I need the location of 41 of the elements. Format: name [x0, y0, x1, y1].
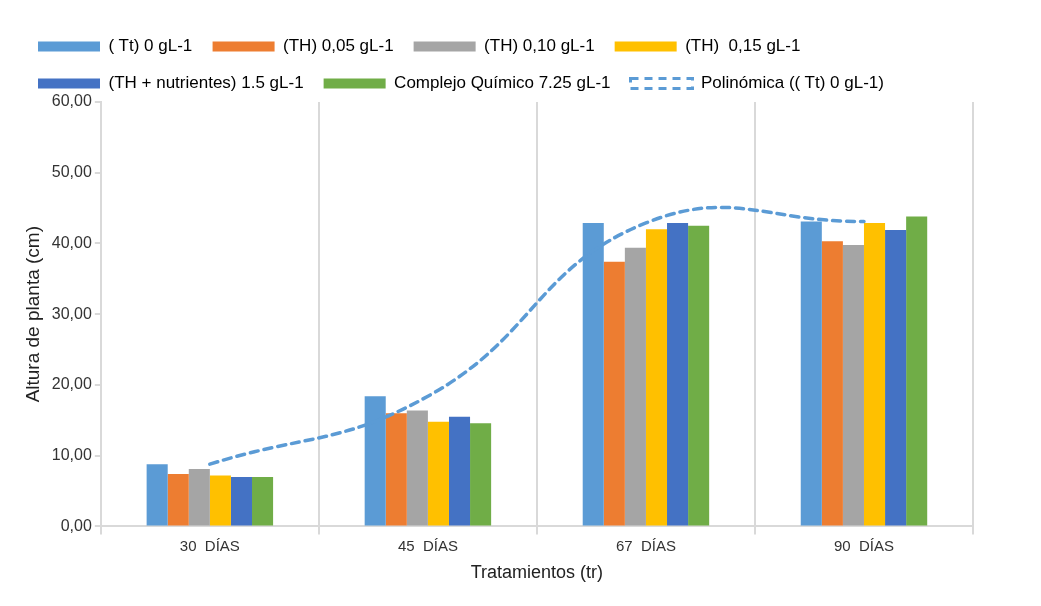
y-tick-label: 20,00	[51, 375, 92, 393]
bar	[842, 244, 864, 526]
bar	[448, 416, 471, 526]
bar	[146, 464, 168, 526]
legend-label: (TH + nutrientes) 1.5 gL-1	[108, 73, 304, 93]
y-tick-label: 40,00	[51, 233, 92, 251]
x-tick-label: 90 DÍAS	[833, 536, 894, 554]
y-tick-label: 30,00	[51, 304, 92, 322]
bar	[863, 222, 886, 526]
y-tick-label: 50,00	[51, 163, 92, 181]
bar	[252, 476, 274, 526]
bar	[821, 241, 843, 526]
y-tick-label: 60,00	[51, 92, 92, 110]
x-axis-title: Tratamientos (tr)	[470, 562, 604, 583]
y-axis-title: Altura de planta (cm)	[21, 226, 43, 403]
y-tick-label: 0,00	[60, 516, 92, 534]
bar	[209, 475, 231, 526]
legend-label: Polinómica (( Tt) 0 gL-1)	[701, 73, 884, 93]
bar	[167, 474, 189, 526]
legend-label: (TH) 0,15 gL-1	[685, 36, 801, 56]
bar	[603, 261, 625, 526]
bar	[470, 423, 492, 526]
bar	[427, 421, 449, 526]
bar	[406, 410, 428, 526]
x-tick-label: 30 DÍAS	[179, 536, 240, 554]
bar	[667, 222, 689, 526]
bar	[645, 229, 668, 526]
x-tick-label: 67 DÍAS	[615, 536, 676, 554]
bar	[906, 216, 928, 526]
legend-label: (TH) 0,05 gL-1	[283, 36, 394, 56]
legend-label: ( Tt) 0 gL-1	[108, 36, 193, 56]
bar	[624, 247, 646, 526]
legend-label: (TH) 0,10 gL-1	[484, 36, 595, 56]
legend-label: Complejo Químico 7.25 gL-1	[394, 73, 611, 93]
bar	[688, 225, 710, 526]
bar	[385, 413, 407, 526]
bar	[230, 476, 253, 526]
bar	[885, 230, 907, 526]
bar	[188, 469, 210, 526]
y-tick-label: 10,00	[51, 446, 92, 464]
x-tick-label: 45 DÍAS	[397, 536, 458, 554]
